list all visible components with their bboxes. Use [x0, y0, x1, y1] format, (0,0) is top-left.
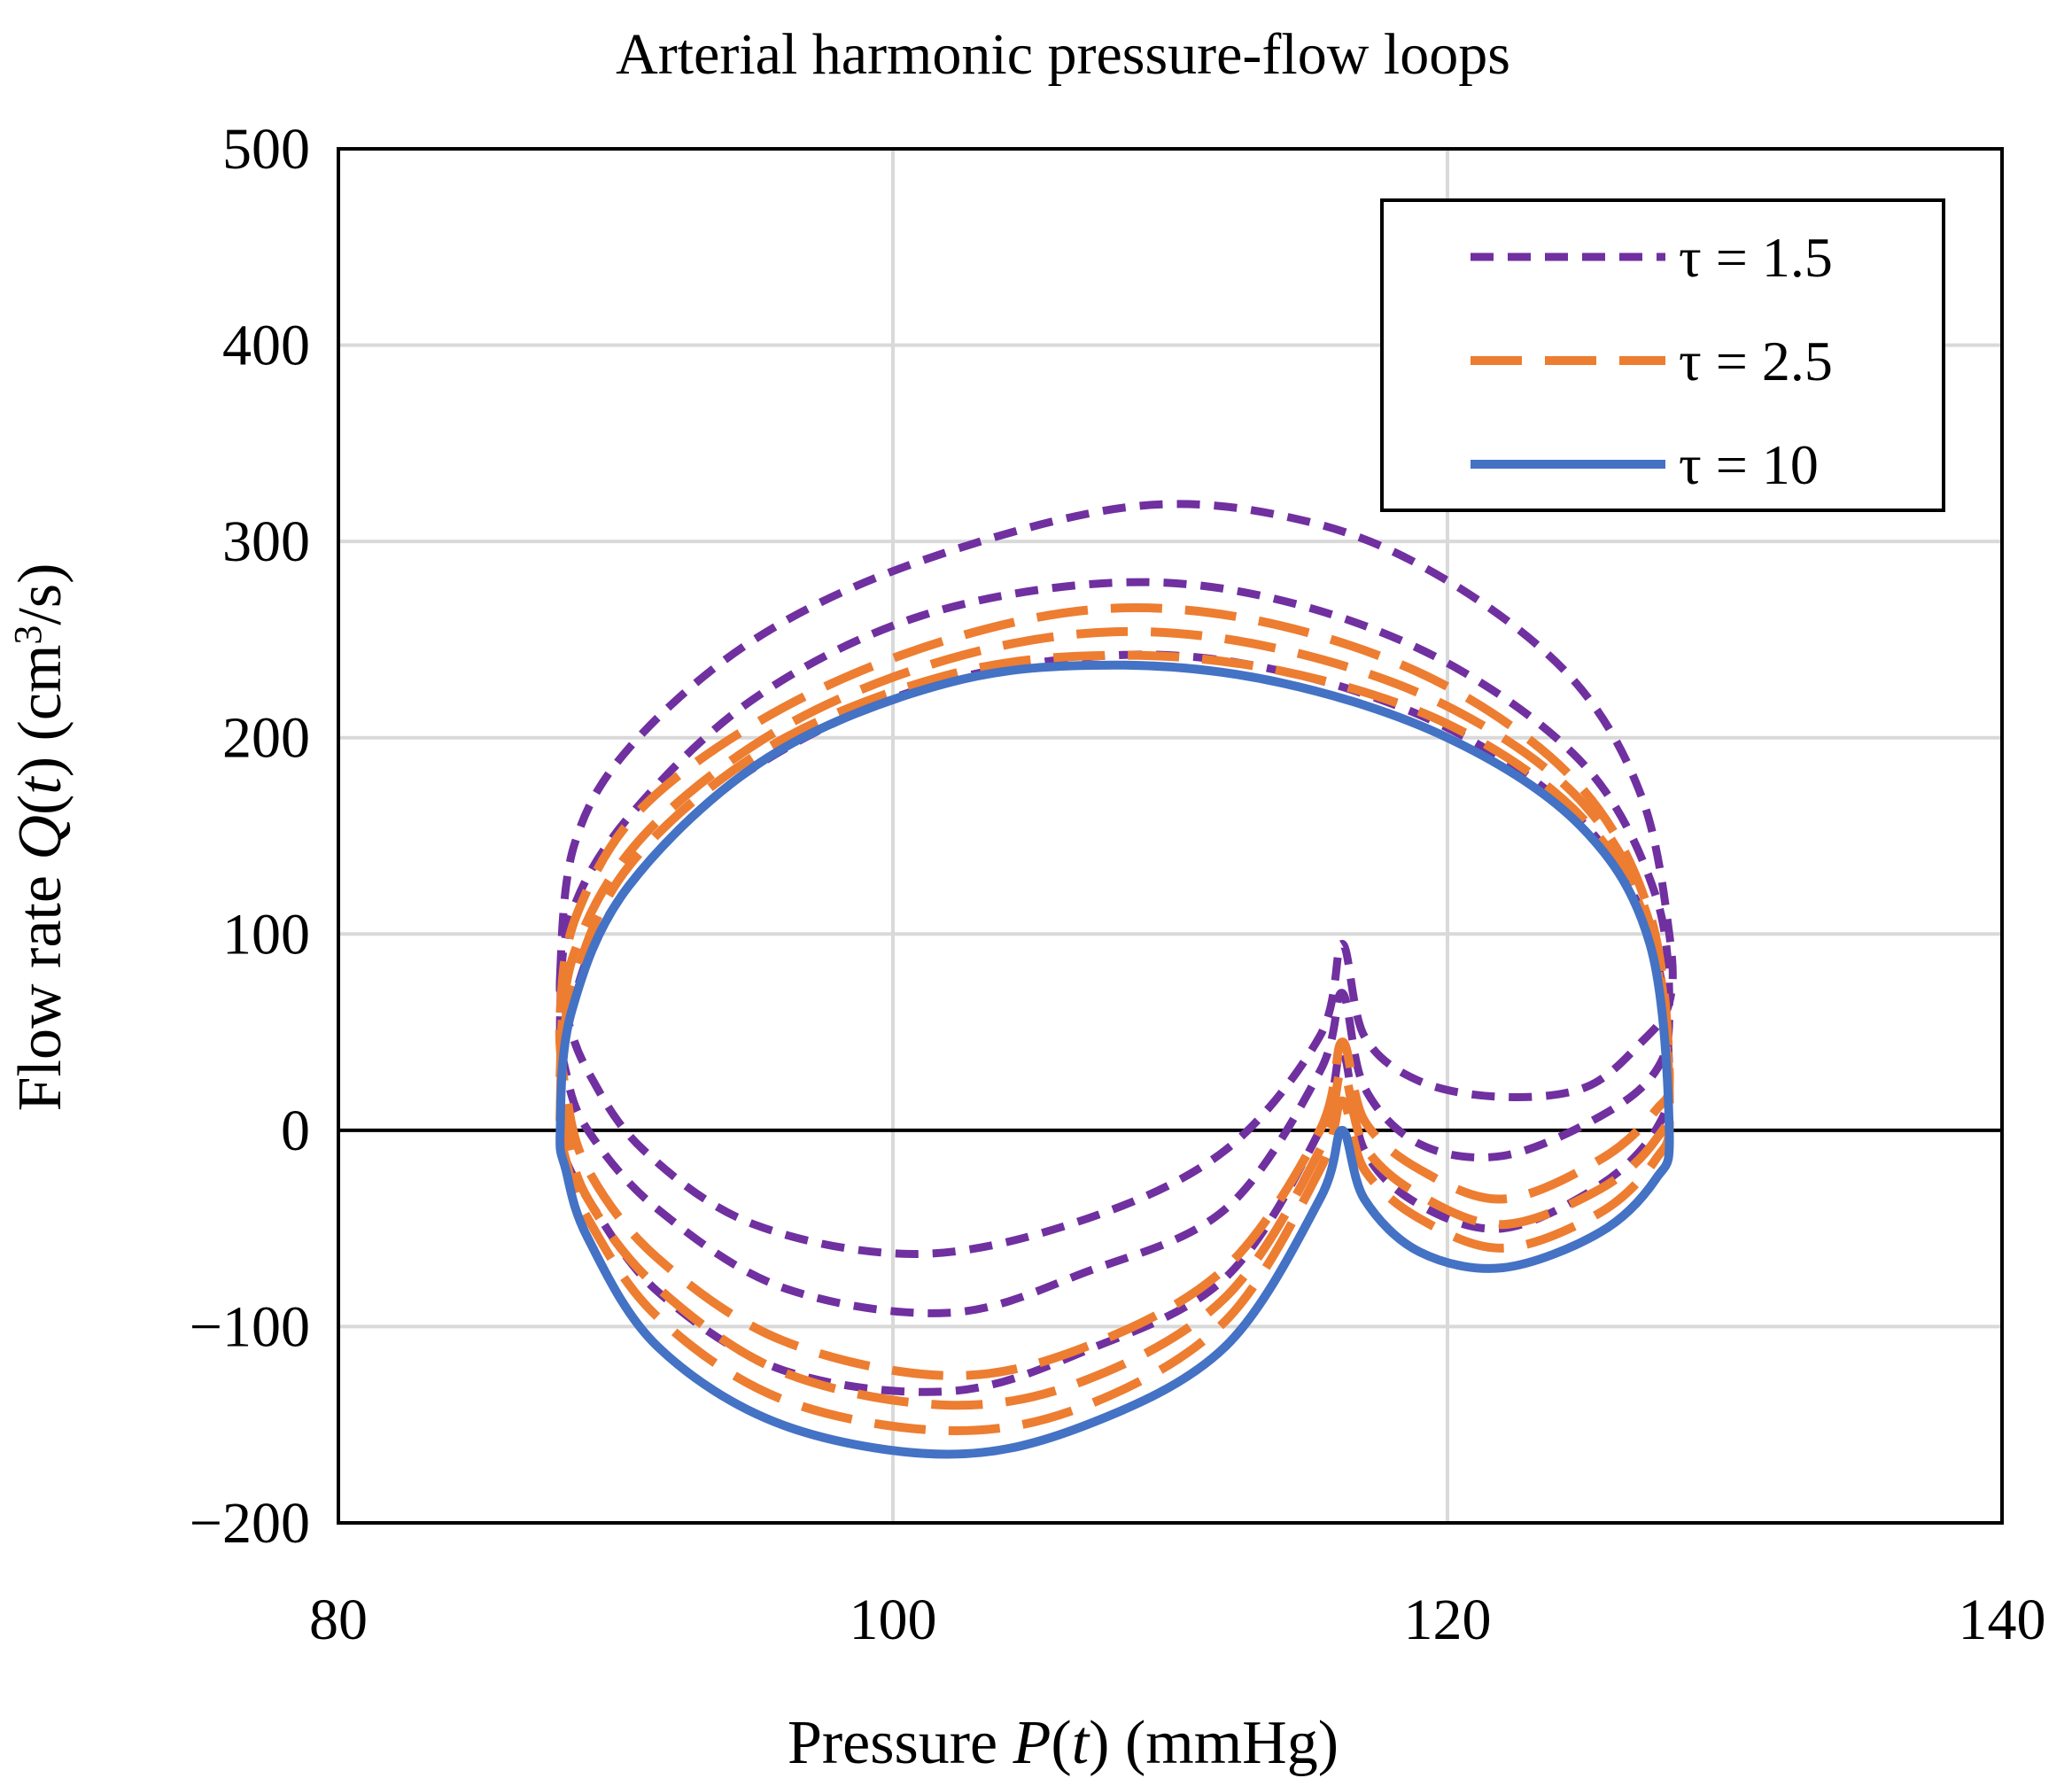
x-tick-label: 80 [309, 1588, 368, 1652]
x-tick-label: 120 [1404, 1588, 1492, 1652]
legend-label: τ = 1.5 [1679, 226, 1833, 289]
y-axis-ticks: 500 400 300 200 100 0 −100 −200 [190, 117, 310, 1556]
series-3 [555, 660, 1674, 1459]
x-axis-ticks: 80 100 120 140 [309, 1588, 2046, 1652]
series-1-loop-1 [555, 500, 1677, 1258]
chart-title: Arterial harmonic pressure-flow loops [616, 22, 1510, 87]
legend-label: τ = 2.5 [1679, 330, 1833, 392]
series-2 [555, 603, 1674, 1435]
y-tick-label: −200 [190, 1491, 310, 1556]
legend: τ = 1.5 τ = 2.5 τ = 10 [1380, 198, 1945, 512]
x-axis-label: Pressure P(t) (mmHg) [788, 1709, 1339, 1777]
series-2-loop-3 [555, 650, 1674, 1435]
y-tick-label: 0 [281, 1099, 310, 1163]
y-axis-label: Flow rate Q(t) (cm3/s) [6, 563, 74, 1112]
series-3-loop-1 [555, 660, 1674, 1459]
series-1-loop-2 [555, 578, 1673, 1317]
plot-series [555, 500, 1677, 1459]
y-tick-label: 200 [222, 706, 310, 771]
y-tick-label: 400 [222, 314, 310, 378]
y-tick-label: 500 [222, 117, 310, 182]
y-tick-label: −100 [190, 1294, 310, 1359]
plot-area-frame [337, 147, 2004, 1525]
y-tick-label: 100 [222, 902, 310, 967]
series-1 [555, 500, 1677, 1396]
legend-label: τ = 10 [1679, 433, 1819, 496]
series-2-loop-1 [555, 603, 1674, 1380]
x-tick-label: 140 [1959, 1588, 2046, 1652]
x-tick-label: 100 [850, 1588, 937, 1652]
legend-box [1380, 198, 1945, 512]
y-tick-label: 300 [222, 509, 310, 574]
series-2-loop-2 [555, 626, 1674, 1410]
